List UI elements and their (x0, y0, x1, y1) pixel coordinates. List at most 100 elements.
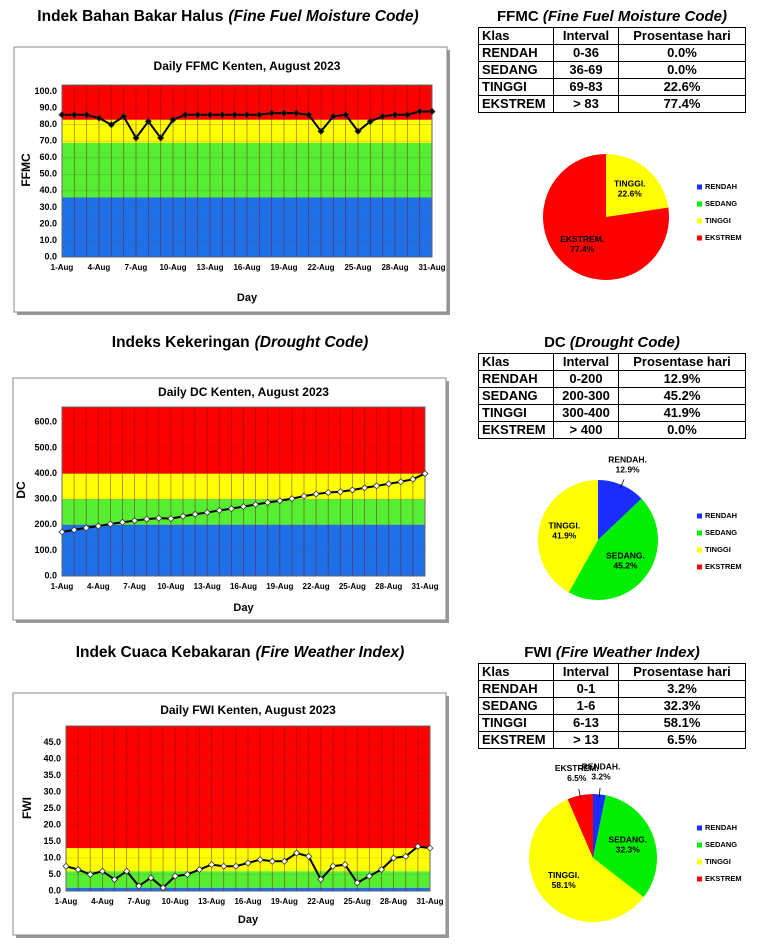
y-tick-label: 50.0 (39, 169, 57, 179)
data-marker (365, 872, 373, 880)
data-marker (74, 865, 82, 874)
x-tick-label: 22-Aug (307, 897, 334, 906)
data-marker (360, 484, 369, 492)
data-marker (181, 111, 189, 119)
pie-value-label: 6.5% (567, 773, 587, 783)
pie-label: RENDAH. (608, 454, 647, 464)
table-title-italic: (Drought Code) (569, 334, 680, 351)
data-marker (264, 498, 272, 507)
label-leader (598, 787, 601, 798)
x-axis-label: Day (233, 602, 254, 614)
y-tick-label: 5.0 (48, 869, 61, 879)
pie-label: SEDANG. (606, 551, 645, 561)
data-marker (86, 870, 94, 879)
legend-swatch (697, 235, 702, 241)
y-tick-label: 0.0 (44, 570, 57, 580)
y-tick-label: 500.0 (34, 442, 57, 452)
data-marker (280, 857, 288, 865)
table-row: RENDAH 0-36 0.0% (478, 44, 746, 62)
pie-slice (542, 154, 669, 280)
table-cell: 300-400 (553, 404, 619, 422)
data-marker (106, 520, 114, 528)
pie-value-label: 3.2% (591, 772, 611, 782)
data-marker (342, 111, 350, 119)
chart-title: Daily FWI Kenten, August 2023 (160, 703, 336, 717)
y-tick-label: 25.0 (43, 803, 61, 813)
table-cell: > 13 (553, 731, 619, 749)
pie-value-label: 77.4% (570, 244, 595, 254)
data-marker (239, 503, 248, 511)
data-marker (390, 854, 398, 862)
data-marker (220, 862, 228, 870)
data-marker (203, 508, 211, 517)
data-marker (426, 844, 434, 852)
plot-border (61, 84, 433, 258)
y-axis-label: DC (14, 481, 28, 499)
y-tick-label: 40.0 (43, 753, 61, 763)
table-title: FFMC (Fine Fuel Moisture Code) (478, 8, 746, 25)
legend-label: SEDANG (705, 199, 737, 208)
legend-swatch (697, 513, 702, 519)
table-cell: 0-36 (553, 44, 619, 62)
pie-label: TINGGI. (549, 520, 581, 530)
chart-title: Daily FFMC Kenten, August 2023 (154, 59, 341, 73)
y-tick-label: 10.0 (43, 852, 61, 862)
x-tick-label: 4-Aug (88, 263, 111, 272)
pie-value-label: 45.2% (613, 561, 638, 571)
pie-slice (568, 498, 659, 601)
table-row: RENDAH 0-1 3.2% (478, 680, 746, 698)
data-marker (218, 111, 226, 119)
data-marker (255, 111, 263, 119)
x-tick-label: 19-Aug (266, 582, 293, 591)
table-cell: 200-300 (553, 387, 619, 405)
data-marker (288, 495, 296, 503)
x-tick-label: 25-Aug (344, 897, 371, 906)
data-marker (409, 475, 417, 483)
x-tick-label: 10-Aug (159, 263, 186, 272)
data-marker (366, 117, 374, 125)
y-tick-label: 20.0 (43, 819, 61, 829)
data-marker (144, 117, 152, 125)
pie-label: TINGGI. (548, 870, 580, 880)
table-cell: 3.2% (618, 680, 746, 698)
table-row: TINGGI 300-400 41.9% (478, 404, 746, 422)
data-marker (391, 111, 399, 119)
table-title-italic: (Fine Fuel Moisture Code) (542, 8, 727, 25)
data-marker (83, 111, 91, 119)
data-marker (379, 112, 387, 120)
legend-swatch (697, 184, 702, 190)
data-marker (191, 510, 199, 518)
pie-slice (529, 799, 644, 923)
table: Klas Interval Prosentase hari RENDAH 0-1 3.2%… (478, 663, 746, 749)
pie-value-label: 41.9% (552, 530, 577, 540)
data-marker (118, 518, 127, 526)
table-header-cell: Klas (478, 353, 554, 371)
table-header-cell: Klas (478, 663, 554, 681)
data-marker (107, 121, 115, 129)
legend-label: RENDAH (705, 511, 737, 520)
y-tick-label: 100.0 (34, 545, 57, 555)
data-marker (95, 114, 103, 122)
data-marker (208, 861, 216, 869)
label-leader (578, 788, 582, 799)
data-marker (147, 874, 155, 882)
table-cell: 22.6% (618, 78, 746, 96)
heading-italic: (Fire Weather Index) (256, 644, 405, 661)
heading-text: Indek Bahan Bakar Halus (37, 8, 223, 25)
x-tick-label: 31-Aug (416, 897, 443, 906)
table-cell: 1-6 (553, 697, 619, 715)
pie-slice (606, 154, 669, 217)
data-marker (206, 111, 214, 119)
data-marker (421, 470, 429, 478)
pie-value-label: 58.1% (552, 880, 577, 890)
data-marker (244, 859, 252, 867)
table-row: EKSTREM > 83 77.4% (478, 95, 746, 113)
chart-title: Daily DC Kenten, August 2023 (158, 385, 329, 399)
data-marker (300, 492, 308, 500)
data-marker (110, 875, 119, 884)
table-cell: SEDANG (478, 697, 554, 715)
data-marker (215, 506, 223, 515)
table-cell: 0.0% (618, 44, 746, 62)
table-cell: RENDAH (478, 680, 554, 698)
